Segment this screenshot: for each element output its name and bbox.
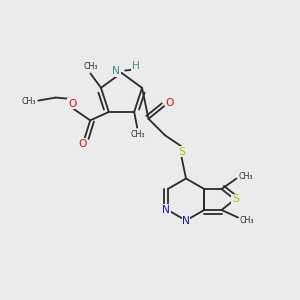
Text: CH₃: CH₃ xyxy=(240,216,254,225)
Text: O: O xyxy=(78,139,87,149)
Text: CH₃: CH₃ xyxy=(22,97,36,106)
Text: S: S xyxy=(232,194,239,205)
Text: N: N xyxy=(162,205,170,215)
Text: O: O xyxy=(68,99,76,109)
Text: S: S xyxy=(178,146,185,157)
Text: O: O xyxy=(165,98,174,108)
Text: CH₃: CH₃ xyxy=(83,62,98,71)
Text: CH₃: CH₃ xyxy=(130,130,145,139)
Text: N: N xyxy=(112,66,120,76)
Text: CH₃: CH₃ xyxy=(238,172,253,181)
Text: H: H xyxy=(132,61,140,71)
Text: N: N xyxy=(182,215,190,226)
